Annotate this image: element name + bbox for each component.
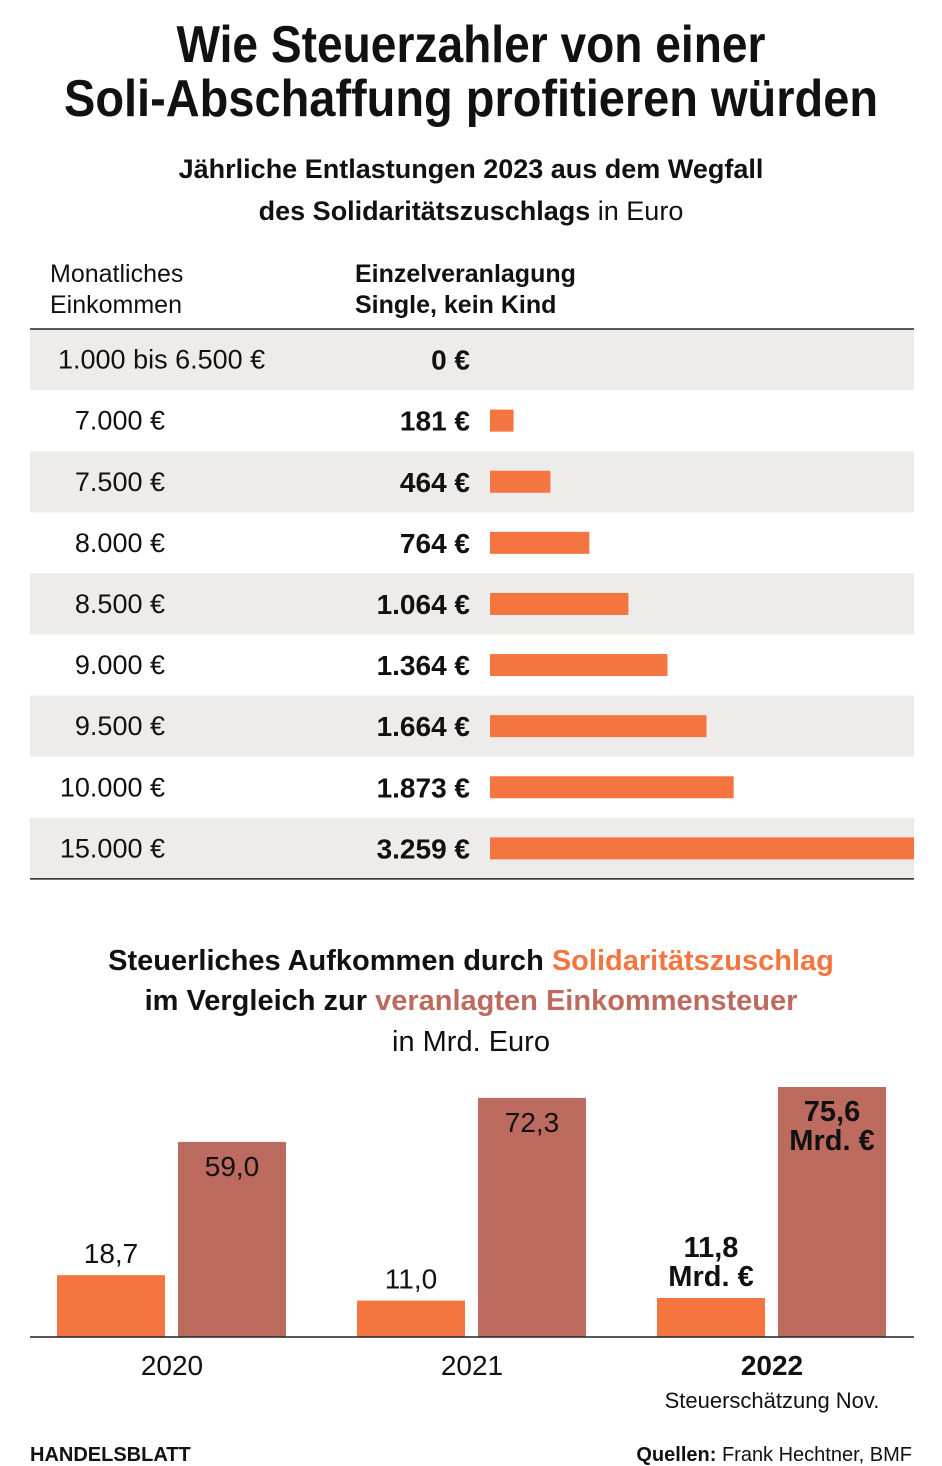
- column-header: Einzelveranlagung: [355, 260, 576, 288]
- bar: [490, 409, 514, 432]
- category-note: Steuerschätzung Nov.: [665, 1388, 880, 1413]
- value-label: 72,3: [505, 1107, 560, 1138]
- bar: [657, 1297, 765, 1337]
- x-tick-label: 2020: [141, 1350, 203, 1381]
- unit: in Euro: [598, 196, 684, 226]
- bar: [490, 531, 590, 554]
- legend-entry: Solidaritätszuschlag: [552, 945, 834, 977]
- value-label: 11,0: [385, 1264, 437, 1295]
- category-label: 8.500 €: [75, 589, 165, 619]
- chart-title: Steuerliches Aufkommen durch: [108, 945, 544, 977]
- bar: [57, 1275, 165, 1337]
- value-label: 75,6 Mrd. €: [789, 1096, 874, 1157]
- bar: [490, 592, 629, 615]
- value-label: 11,8 Mrd. €: [668, 1232, 753, 1293]
- subtitle: des Solidaritätszuschlags in Euro: [259, 196, 684, 226]
- value-label: 181 €: [400, 406, 470, 437]
- category-label: 1.000 bis 6.500 €: [58, 345, 265, 375]
- column-header: Monatliches: [50, 260, 183, 288]
- category-label: 9.000 €: [75, 650, 165, 680]
- brand: HANDELSBLATT: [30, 1444, 191, 1466]
- value-label: 464 €: [400, 467, 470, 498]
- bar: [178, 1141, 286, 1337]
- category-label: 7.500 €: [75, 467, 165, 497]
- row-stripe: [30, 573, 914, 635]
- chart-title: im Vergleich zur veranlagten Einkommenst…: [145, 985, 798, 1017]
- bar: [490, 776, 734, 799]
- subtitle: des Solidaritätszuschlags: [259, 196, 591, 226]
- subtitle: Jährliche Entlastungen 2023 aus dem Wegf…: [179, 154, 764, 184]
- value-label: 18,7: [84, 1238, 139, 1269]
- category-label: 7.000 €: [75, 406, 165, 436]
- title: Wie Steuerzahler von einer: [177, 16, 766, 74]
- value-label: 1.664 €: [377, 711, 471, 742]
- value-label: 3.259 €: [377, 833, 471, 864]
- bar: [478, 1097, 586, 1337]
- value-label: 1.364 €: [377, 650, 471, 681]
- row-stripe: [30, 329, 914, 391]
- bar: [778, 1087, 886, 1337]
- value-label: 764 €: [400, 528, 470, 559]
- category-label: 9.500 €: [75, 711, 165, 741]
- column-header: Einkommen: [50, 291, 182, 319]
- value-label: 0 €: [431, 345, 470, 376]
- row-stripe: [30, 451, 914, 513]
- source: Quellen: Frank Hechtner, BMF: [636, 1444, 912, 1466]
- column-header: Single, kein Kind: [355, 291, 556, 319]
- bar: [357, 1300, 465, 1337]
- value-label: 1.064 €: [377, 589, 471, 620]
- value-label: 59,0: [205, 1151, 260, 1182]
- unit: in Mrd. Euro: [392, 1026, 550, 1058]
- category-label: 15.000 €: [60, 833, 165, 863]
- source-label: Quellen:: [636, 1444, 716, 1466]
- title: Soli-Abschaffung profitieren würden: [64, 70, 878, 128]
- source: Frank Hechtner, BMF: [722, 1444, 912, 1466]
- chart-title: im Vergleich zur: [145, 985, 367, 1017]
- bar: [490, 654, 668, 677]
- category-label: 8.000 €: [75, 528, 165, 558]
- bar: [490, 470, 551, 493]
- category-label: 10.000 €: [60, 772, 165, 802]
- bar: [490, 837, 914, 860]
- legend-entry: veranlagten Einkommensteuer: [375, 985, 797, 1017]
- bar: [490, 715, 707, 738]
- value-label: 1.873 €: [377, 772, 471, 803]
- x-tick-label: 2022: [741, 1350, 803, 1381]
- x-tick-label: 2021: [441, 1350, 503, 1381]
- row-stripe: [30, 695, 914, 757]
- chart-title: Steuerliches Aufkommen durch Solidarität…: [108, 945, 834, 977]
